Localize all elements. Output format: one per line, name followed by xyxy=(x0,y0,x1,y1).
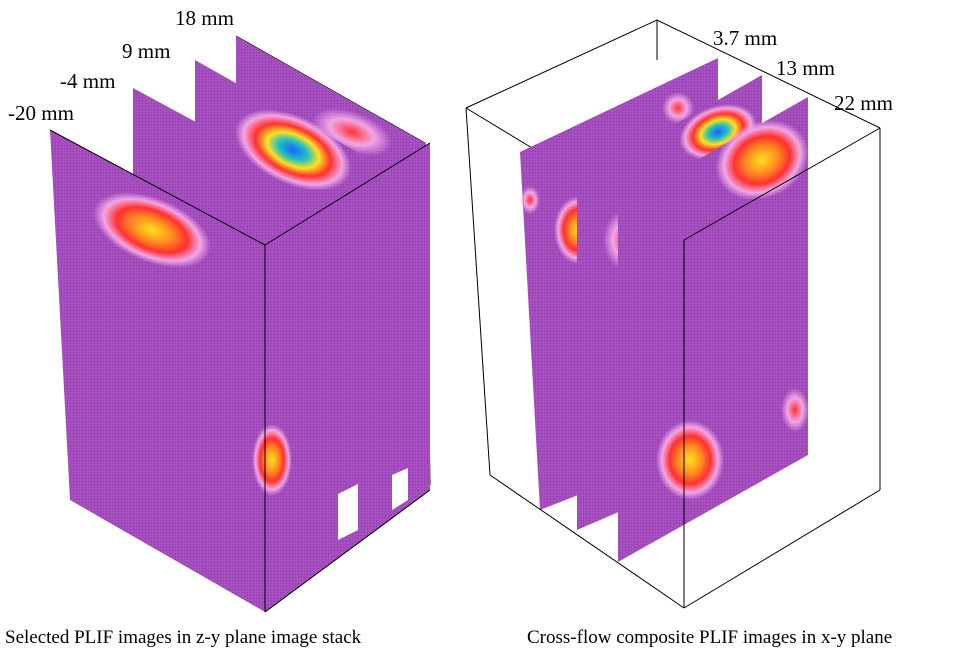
right-plume-22mm xyxy=(715,120,809,200)
left-label-neg4mm: -4 mm xyxy=(60,69,115,93)
right-slice-22mm xyxy=(618,97,809,562)
right-plume-edge xyxy=(520,186,540,214)
left-plume-neg4mm xyxy=(235,109,351,191)
left-label-neg20mm: -20 mm xyxy=(8,101,74,125)
left-plume-side xyxy=(252,424,292,496)
left-label-18mm: 18 mm xyxy=(175,6,234,30)
left-side-face xyxy=(252,143,430,612)
right-plume-22mm-low xyxy=(656,420,724,500)
left-slice-neg20mm xyxy=(50,130,265,612)
right-plume-22mm-edge xyxy=(781,388,809,432)
right-label-3-7mm: 3.7 mm xyxy=(713,26,777,50)
left-label-9mm: 9 mm xyxy=(122,39,170,63)
right-label-13mm: 13 mm xyxy=(776,56,835,80)
right-box-front-edges xyxy=(489,127,881,609)
left-plume-neg20mm xyxy=(93,192,211,268)
left-panel: 18 mm 9 mm -4 mm -20 mm Selected PLIF im… xyxy=(5,6,431,648)
right-caption: Cross-flow composite PLIF images in x-y … xyxy=(527,627,892,648)
right-plume-3-7mm xyxy=(662,92,694,124)
left-caption: Selected PLIF images in z-y plane image … xyxy=(5,627,362,648)
right-panel: 3.7 mm 13 mm 22 mm Cross-flow composite … xyxy=(465,19,893,648)
left-box-front-edges xyxy=(49,129,431,613)
right-label-22mm: 22 mm xyxy=(834,91,893,115)
